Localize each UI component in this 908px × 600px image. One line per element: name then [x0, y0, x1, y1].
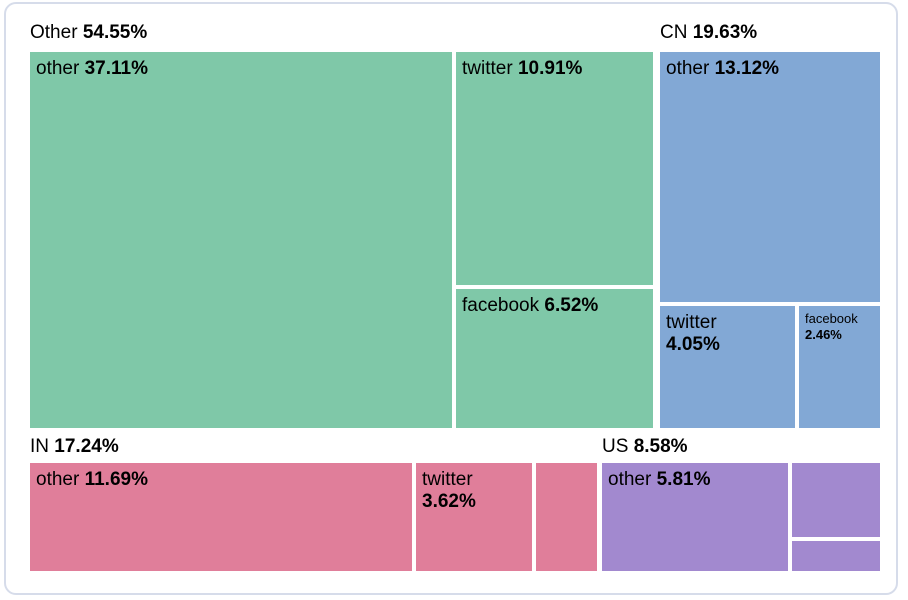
group-name: US [602, 436, 629, 457]
cell-value: 3.62% [422, 491, 476, 513]
cell-value: 5.81% [656, 469, 711, 490]
cell-label: facebook [462, 295, 540, 316]
cell-us-other[interactable]: other 5.81% [602, 463, 788, 571]
cell-label: other [36, 469, 80, 490]
cell-cn-facebook[interactable]: facebook 2.46% [799, 306, 880, 428]
cell-cn-other[interactable]: other 13.12% [660, 52, 880, 302]
cell-other-facebook[interactable]: facebook 6.52% [456, 289, 653, 428]
cell-value: 4.05% [666, 334, 720, 356]
group-value: 17.24% [54, 436, 119, 457]
cell-value: 2.46% [805, 327, 842, 343]
cell-value: 10.91% [517, 58, 583, 79]
group-value: 8.58% [633, 436, 688, 457]
group-name: IN [30, 436, 49, 457]
group-label-other: Other 54.55% [30, 20, 147, 46]
cell-label: facebook [805, 311, 858, 326]
cell-us-unlabeled-2[interactable] [792, 541, 880, 571]
cell-value: 13.12% [714, 58, 780, 79]
cell-label: other [608, 469, 652, 490]
cell-value: 37.11% [84, 58, 148, 79]
group-name: Other [30, 22, 78, 43]
cell-label: twitter [462, 58, 513, 79]
group-label-in: IN 17.24% [30, 434, 119, 460]
group-label-cn: CN 19.63% [660, 20, 757, 46]
cell-value: 6.52% [544, 295, 599, 316]
group-name: CN [660, 22, 688, 43]
cell-in-twitter[interactable]: twitter 3.62% [416, 463, 532, 571]
cell-label: twitter [422, 469, 473, 490]
cell-label: other [36, 58, 80, 79]
cell-value: 11.69% [84, 469, 148, 490]
group-value: 54.55% [82, 22, 148, 43]
cell-in-unlabeled[interactable] [536, 463, 597, 571]
cell-label: other [666, 58, 710, 79]
cell-other-other[interactable]: other 37.11% [30, 52, 452, 428]
cell-cn-twitter[interactable]: twitter 4.05% [660, 306, 795, 428]
cell-in-other[interactable]: other 11.69% [30, 463, 412, 571]
group-label-us: US 8.58% [602, 434, 688, 460]
group-value: 19.63% [692, 22, 758, 43]
cell-label: twitter [666, 312, 717, 333]
cell-us-unlabeled-1[interactable] [792, 463, 880, 537]
cell-other-twitter[interactable]: twitter 10.91% [456, 52, 653, 285]
